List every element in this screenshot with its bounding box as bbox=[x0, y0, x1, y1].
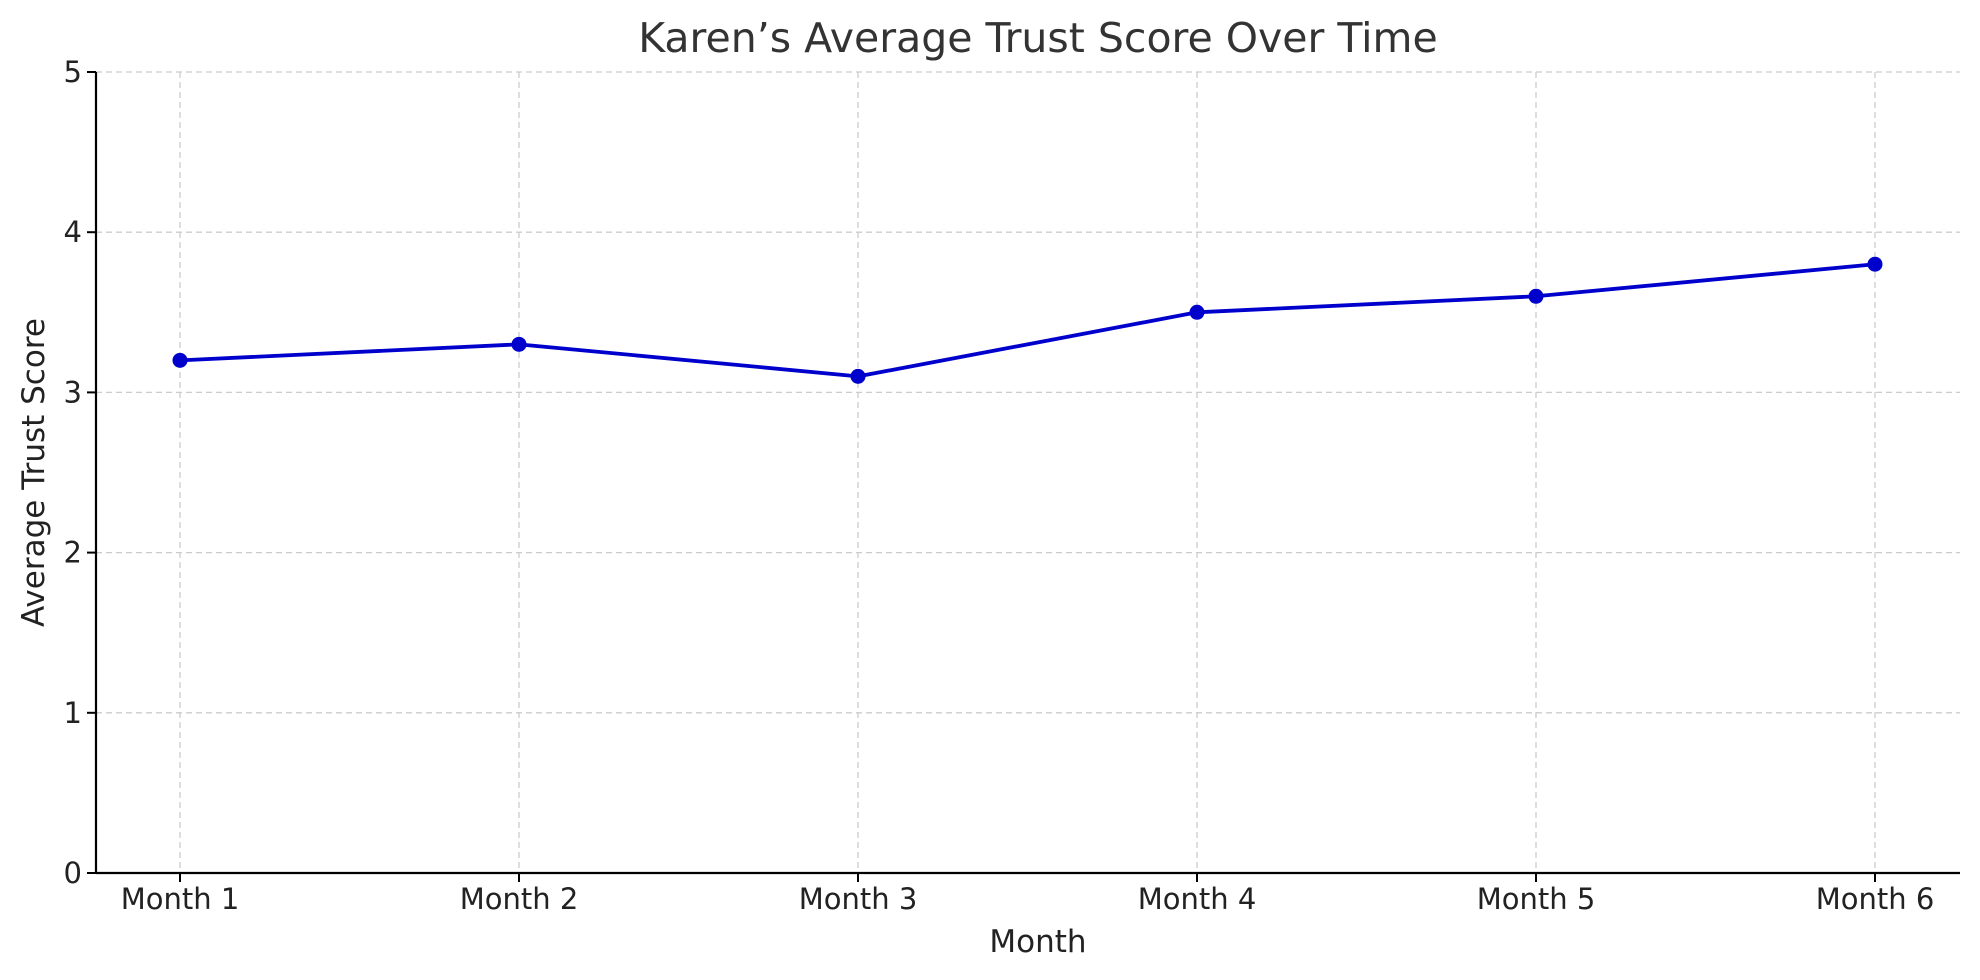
data-point bbox=[1189, 304, 1205, 320]
x-tick-label: Month 3 bbox=[799, 882, 918, 916]
data-point bbox=[850, 368, 866, 384]
x-tick-label: Month 1 bbox=[121, 882, 240, 916]
y-axis-title: Average Trust Score bbox=[16, 318, 52, 627]
x-axis-title: Month bbox=[989, 924, 1086, 960]
data-point bbox=[172, 352, 188, 368]
data-point bbox=[1867, 256, 1883, 272]
x-tick-label: Month 4 bbox=[1138, 882, 1257, 916]
y-tick-label: 5 bbox=[64, 55, 82, 89]
data-point bbox=[1528, 288, 1544, 304]
y-tick-label: 1 bbox=[64, 696, 82, 730]
x-tick-label: Month 6 bbox=[1816, 882, 1935, 916]
y-tick-label: 2 bbox=[64, 536, 82, 570]
series-layer bbox=[172, 256, 1883, 384]
y-tick-label: 3 bbox=[64, 375, 82, 409]
tick-labels: 0 1 2 3 4 5 Month 1 Month 2 Month 3 Month 4 Month … bbox=[64, 55, 1935, 916]
grid bbox=[96, 71, 1960, 873]
y-tick-label: 0 bbox=[64, 856, 82, 890]
chart-title: Karen’s Average Trust Score Over Time bbox=[638, 14, 1437, 62]
data-point bbox=[511, 336, 527, 352]
y-tick-label: 4 bbox=[64, 215, 82, 249]
x-tick-label: Month 2 bbox=[460, 882, 579, 916]
series-line bbox=[179, 262, 1876, 379]
x-tick-label: Month 5 bbox=[1477, 882, 1596, 916]
axes bbox=[94, 72, 1960, 875]
